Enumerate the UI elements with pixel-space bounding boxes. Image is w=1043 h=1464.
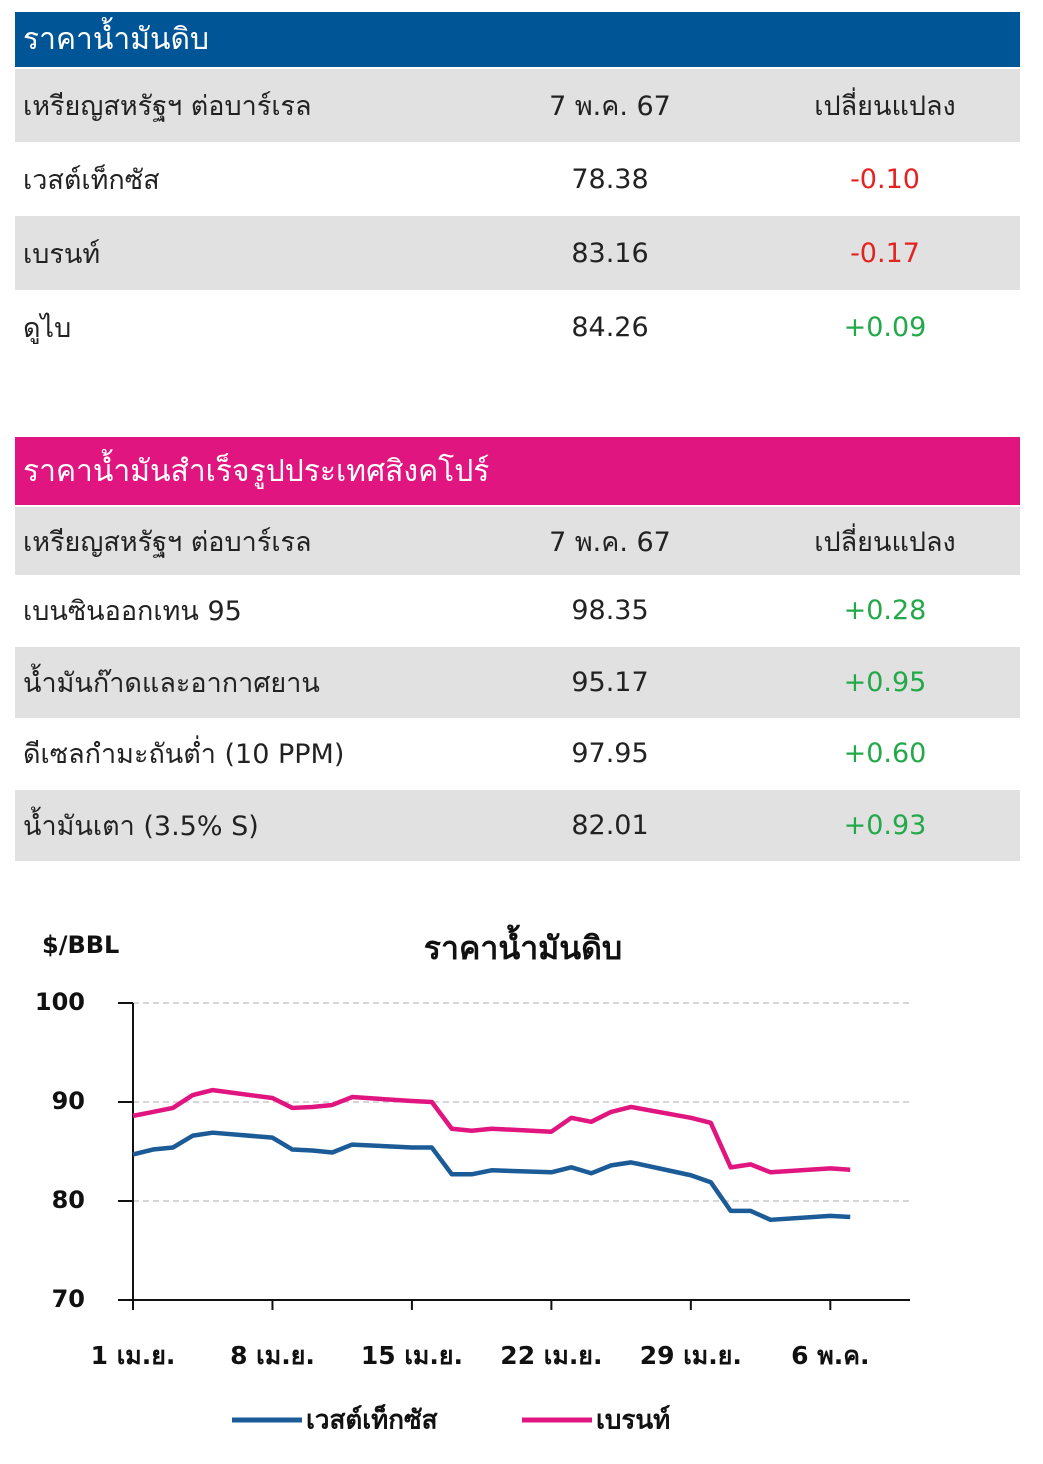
table-cell: +0.60 xyxy=(843,738,927,770)
header-cell: เปลี่ยนแปลง xyxy=(814,91,956,122)
y-tick-label: 80 xyxy=(52,1186,85,1214)
header-row: เหรียญสหรัฐฯ ต่อบาร์เรล 7 พ.ค. 67 เปลี่ยนแ… xyxy=(15,69,1020,142)
x-tick-label: 8 เม.ย. xyxy=(230,1341,315,1370)
table-row: เวสต์เท็กซัส 78.38 -0.10 xyxy=(15,142,1020,216)
header-cell: เหรียญสหรัฐฯ ต่อบาร์เรล xyxy=(23,526,312,558)
chart-title: ราคาน้ำมันดิบ xyxy=(424,924,622,967)
header-cell: 7 พ.ค. 67 xyxy=(549,91,671,122)
table-row: เบรนท์ 83.16 -0.17 xyxy=(15,216,1020,290)
crude-table: ราคาน้ำมันดิบเหรียญสหรัฐฯ ต่อบาร์เรล 7 พ.… xyxy=(15,12,1020,364)
table-cell: เบนซินออกเทน 95 xyxy=(23,596,242,628)
table-cell: ดูไบ xyxy=(23,312,72,344)
table-cell: 82.01 xyxy=(571,809,649,841)
table-cell: 83.16 xyxy=(571,237,649,269)
table-title: ราคาน้ำมันสำเร็จรูปประเทศสิงคโปร์ xyxy=(15,437,1020,505)
table-cell: +0.09 xyxy=(843,311,927,343)
table-row: ดูไบ 84.26 +0.09 xyxy=(15,290,1020,364)
table-cell: 98.35 xyxy=(571,595,649,627)
y-tick-label: 70 xyxy=(52,1285,85,1313)
header-cell: เหรียญสหรัฐฯ ต่อบาร์เรล xyxy=(23,91,312,122)
x-tick-label: 6 พ.ค. xyxy=(791,1341,869,1370)
table-cell: 95.17 xyxy=(571,666,649,698)
table-cell: น้ำมันก๊าดและอากาศยาน xyxy=(23,667,320,699)
x-tick-label: 29 เม.ย. xyxy=(640,1341,742,1370)
table-cell: 84.26 xyxy=(571,311,649,343)
table-cell: 97.95 xyxy=(571,738,649,770)
header-cell: 7 พ.ค. 67 xyxy=(549,526,671,558)
header-row: เหรียญสหรัฐฯ ต่อบาร์เรล 7 พ.ค. 67 เปลี่ยนแ… xyxy=(15,507,1020,575)
product-table: ราคาน้ำมันสำเร็จรูปประเทศสิงคโปร์ เหรียญส… xyxy=(15,437,1020,861)
table-row: ดีเซลกำมะถันต่ำ (10 PPM) 97.95 +0.60 xyxy=(15,718,1020,790)
x-tick-label: 22 เม.ย. xyxy=(500,1341,602,1370)
table-cell: เบรนท์ xyxy=(23,238,101,270)
table-cell: -0.10 xyxy=(850,163,920,195)
table-cell: +0.28 xyxy=(843,595,927,627)
table-cell: 78.38 xyxy=(571,163,649,195)
table-cell: +0.95 xyxy=(843,666,927,698)
y-axis-label: $/BBL xyxy=(42,931,119,959)
table-cell: เวสต์เท็กซัส xyxy=(23,164,160,196)
table-cell: -0.17 xyxy=(850,237,920,269)
x-tick-label: 1 เม.ย. xyxy=(91,1341,176,1370)
x-tick-label: 15 เม.ย. xyxy=(361,1341,463,1370)
table-cell: ดีเซลกำมะถันต่ำ (10 PPM) xyxy=(23,739,345,771)
y-tick-label: 90 xyxy=(52,1087,85,1115)
legend-label: เวสต์เท็กซัส xyxy=(306,1404,438,1436)
table-title: ราคาน้ำมันดิบ xyxy=(15,12,1020,67)
y-tick-label: 100 xyxy=(35,988,85,1016)
table-cell: +0.93 xyxy=(843,809,927,841)
table-row: น้ำมันเตา (3.5% S) 82.01 +0.93 xyxy=(15,789,1020,861)
series-line xyxy=(132,1087,851,1175)
series-line xyxy=(132,1130,851,1223)
header-cell: เปลี่ยนแปลง xyxy=(814,526,956,558)
legend-label: เบรนท์ xyxy=(596,1405,670,1436)
table-row: เบนซินออกเทน 95 98.35 +0.28 xyxy=(15,575,1020,647)
table-row: น้ำมันก๊าดและอากาศยาน 95.17 +0.95 xyxy=(15,646,1020,718)
table-cell: น้ำมันเตา (3.5% S) xyxy=(23,810,259,842)
